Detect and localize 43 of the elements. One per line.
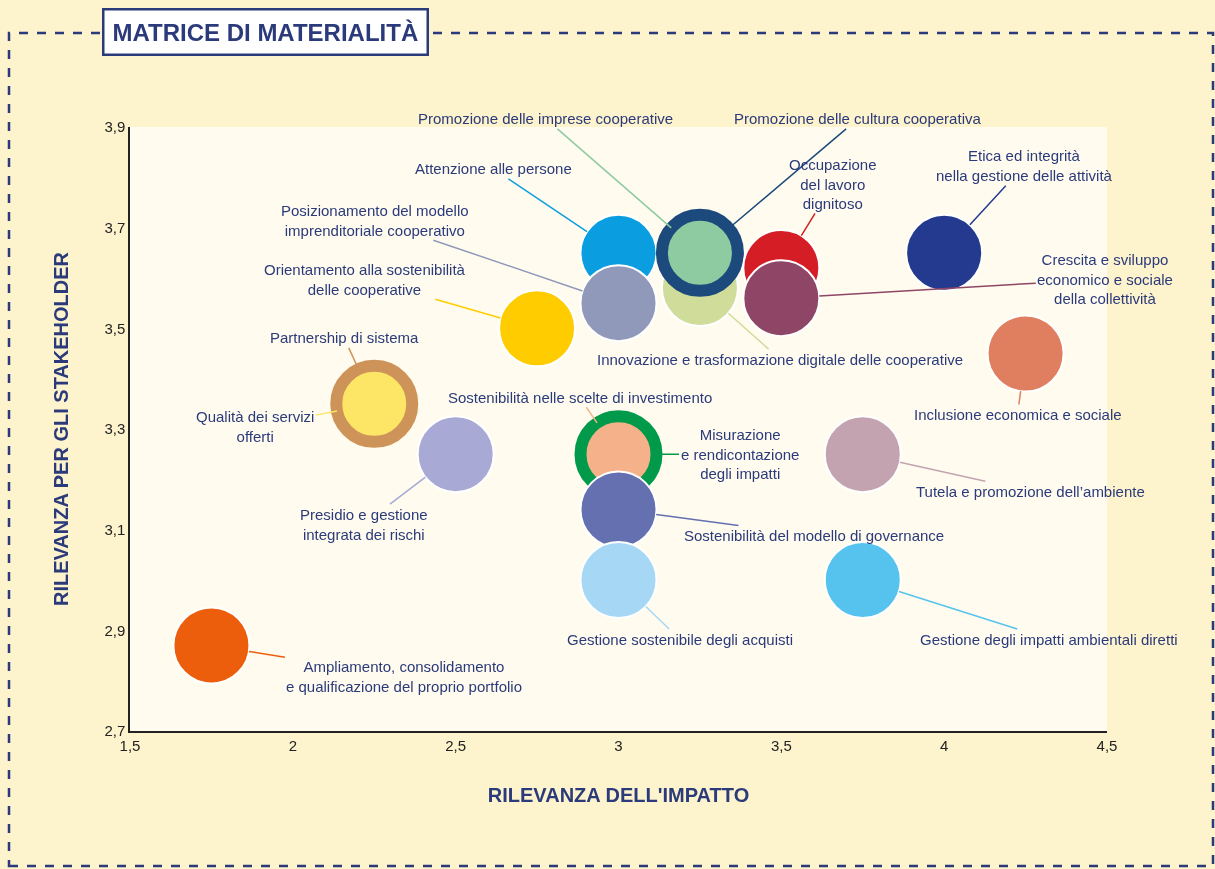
- y-tick-label: 3,9: [104, 118, 126, 136]
- y-axis-title: RILEVANZA PER GLI STAKEHOLDER: [50, 251, 73, 607]
- x-tick-label: 2: [288, 736, 297, 754]
- point: [416, 415, 495, 494]
- point: [823, 415, 902, 494]
- point: [579, 541, 658, 619]
- y-tick-label: 2,9: [104, 621, 126, 639]
- annotation: Innovazione e trasformazione digitale delle cooperative: [597, 351, 964, 368]
- x-axis-title: RILEVANZA DELL'IMPATTO: [487, 783, 750, 806]
- annotation: Orientamento alla sostenibilità delle cooperative: [264, 261, 466, 298]
- annotation: Crescita e sviluppo economico e sociale della collettività: [1037, 251, 1173, 307]
- y-tick-label: 3,3: [104, 420, 126, 438]
- x-tick-label: 2,5: [445, 736, 467, 754]
- point: [498, 289, 577, 368]
- annotation: Sostenibilità nelle scelte di investimento: [448, 389, 713, 406]
- point: [905, 213, 984, 292]
- point: [742, 259, 821, 338]
- point: [579, 264, 658, 343]
- annotation: Qualità dei servizi offerti: [196, 408, 315, 445]
- point: [172, 606, 251, 685]
- annotation: Presidio e gestione integrata dei rischi: [300, 506, 428, 543]
- annotation: Tutela e promozione dell’ambiente: [916, 483, 1145, 500]
- y-tick-label: 3,1: [104, 520, 126, 538]
- annotation: Posizionamento del modello imprenditoriale cooperativo: [281, 202, 469, 239]
- chart-title: MATRICE DI MATERIALITÀ: [112, 18, 419, 46]
- annotation: Gestione degli impatti ambientali diretti: [920, 631, 1178, 648]
- annotation: Sostenibilità del modello di governance: [684, 527, 945, 544]
- x-tick-label: 4: [940, 736, 949, 754]
- annotation: Gestione sostenibile degli acquisti: [567, 631, 793, 648]
- annotation: Partnership di sistema: [270, 329, 420, 346]
- x-tick-label: 4,5: [1096, 736, 1118, 754]
- annotation: Ampliamento, consolidamento e qualificazione del proprio portfolio: [286, 658, 522, 695]
- annotation: Misurazione e rendicontazione degli impatti: [681, 426, 800, 482]
- x-tick-label: 3: [614, 736, 623, 754]
- y-tick-label: 3,7: [104, 218, 126, 236]
- y-tick-label: 3,5: [104, 319, 126, 337]
- point: [986, 314, 1065, 393]
- annotation: Promozione delle imprese cooperative: [418, 110, 674, 127]
- annotation: Promozione delle cultura cooperativa: [734, 110, 982, 127]
- annotation: Etica ed integrità nella gestione delle attività: [936, 147, 1113, 184]
- x-tick-label: 3,5: [770, 736, 792, 754]
- annotation: Inclusione economica e sociale: [914, 406, 1122, 423]
- annotation: Attenzione alle persone: [415, 160, 572, 177]
